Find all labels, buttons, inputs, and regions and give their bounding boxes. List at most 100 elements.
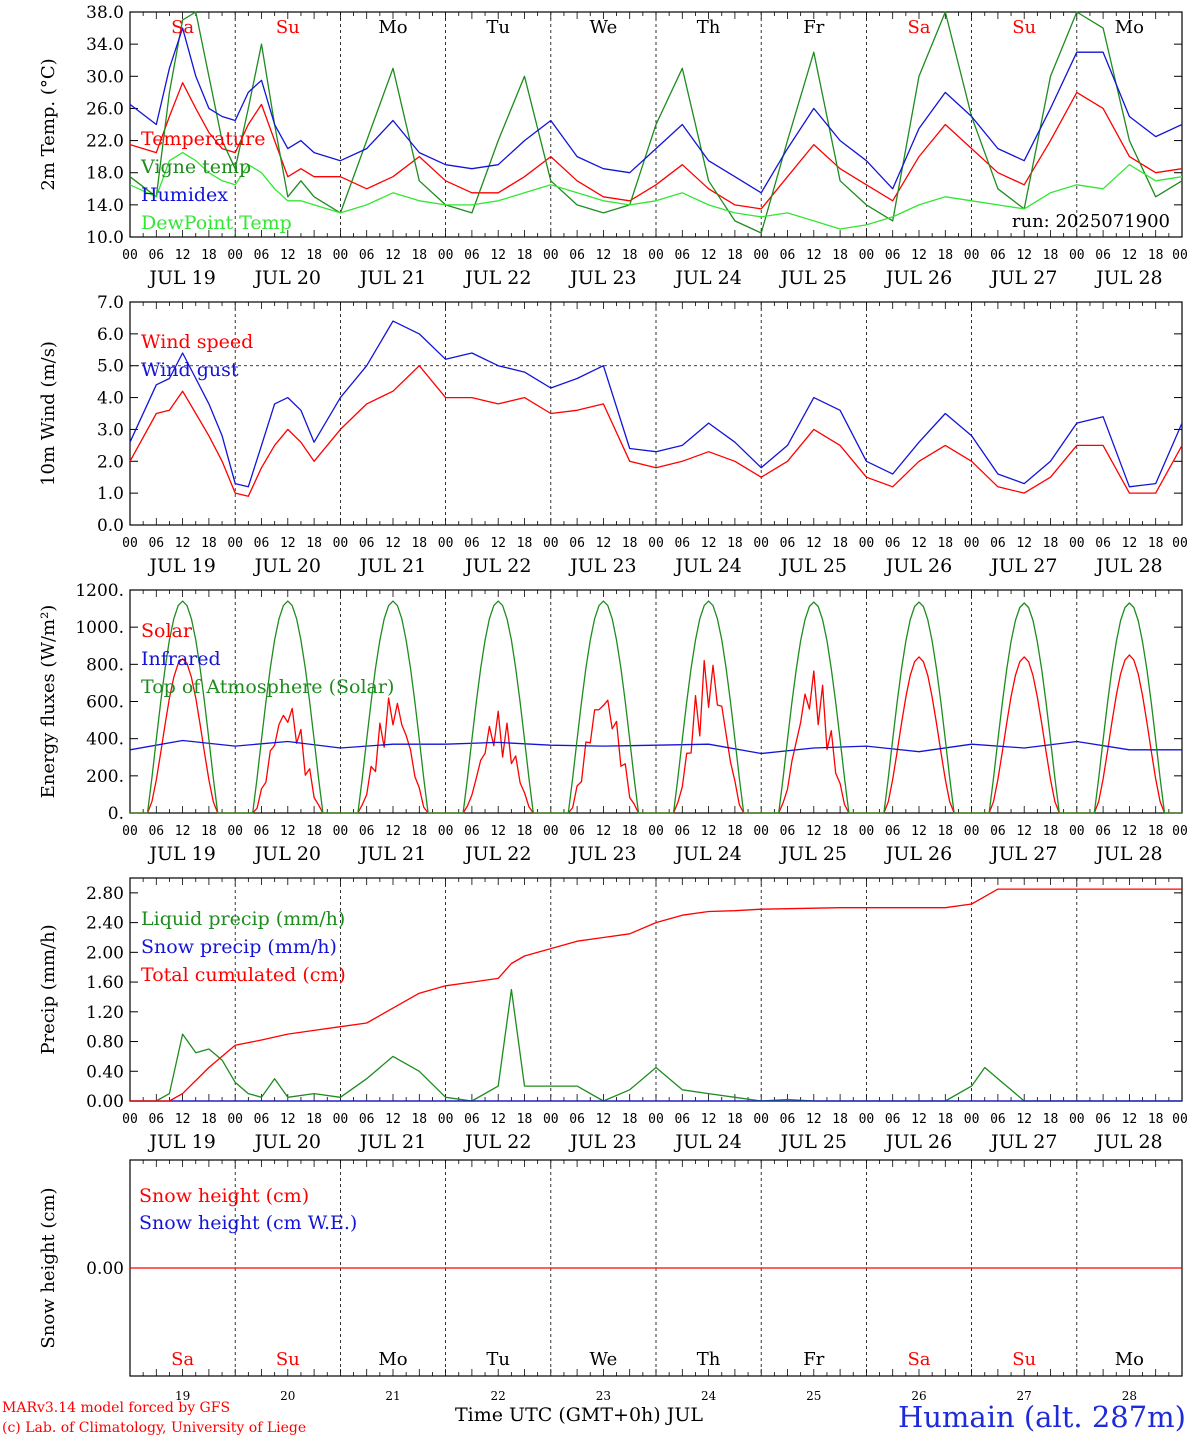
hour-tick-label: 00 <box>753 248 769 263</box>
day-abbr-label: Su <box>276 17 300 38</box>
hour-tick-label: 00 <box>1069 248 1085 263</box>
day-number-label: 24 <box>701 1389 717 1403</box>
hour-tick-label: 12 <box>490 536 506 551</box>
day-abbr-label: Fr <box>803 17 824 38</box>
day-abbr-label: Su <box>276 1349 300 1370</box>
hour-tick-label: 18 <box>832 536 848 551</box>
hour-tick-label: 00 <box>438 536 454 551</box>
date-label: JUL 20 <box>253 843 321 865</box>
y-tick-label: 14.0 <box>86 196 124 216</box>
date-label: JUL 26 <box>884 267 952 289</box>
y-axis-label: Precip (mm/h) <box>38 924 59 1054</box>
hour-tick-label: 06 <box>569 536 585 551</box>
hour-tick-label: 06 <box>780 248 796 263</box>
hour-tick-label: 18 <box>622 824 638 839</box>
hour-tick-label: 18 <box>832 824 848 839</box>
hour-tick-label: 00 <box>1069 1112 1085 1127</box>
x-axis-title: Time UTC (GMT+0h) JUL <box>455 1404 703 1426</box>
hour-tick-label: 12 <box>596 1112 612 1127</box>
date-label: JUL 22 <box>463 1131 531 1153</box>
y-tick-label: 18.0 <box>86 164 124 184</box>
hour-tick-label: 12 <box>1016 1112 1032 1127</box>
hour-tick-label: 06 <box>885 1112 901 1127</box>
day-number-label: 19 <box>175 1389 190 1403</box>
hour-tick-label: 00 <box>859 536 875 551</box>
day-number-label: 20 <box>280 1389 295 1403</box>
day-number-label: 23 <box>596 1389 611 1403</box>
hour-tick-label: 06 <box>148 536 164 551</box>
hour-tick-label: 00 <box>964 248 980 263</box>
hour-tick-label: 18 <box>517 824 533 839</box>
hour-tick-label: 12 <box>385 248 401 263</box>
hour-tick-label: 18 <box>1148 824 1164 839</box>
hour-tick-label: 06 <box>885 824 901 839</box>
date-label: JUL 20 <box>253 267 321 289</box>
date-label: JUL 25 <box>779 1131 847 1153</box>
hour-tick-label: 18 <box>1148 248 1164 263</box>
hour-tick-label: 18 <box>1043 1112 1059 1127</box>
hour-tick-label: 18 <box>1148 536 1164 551</box>
hour-tick-label: 06 <box>885 536 901 551</box>
hour-tick-label: 12 <box>175 1112 191 1127</box>
chart-panel-1: 10.0 14.0 18.0 22.0 26.0 30.0 34.0 38.0 2m Temp.… <box>38 3 1188 289</box>
hour-tick-label: 18 <box>306 248 322 263</box>
hour-tick-label: 06 <box>1095 1112 1111 1127</box>
hour-tick-label: 00 <box>543 536 559 551</box>
hour-tick-label: 12 <box>490 824 506 839</box>
legend-entry: DewPoint Temp <box>141 212 292 234</box>
day-abbr-label: Tu <box>486 17 510 38</box>
hour-tick-label: 18 <box>306 824 322 839</box>
date-label: JUL 23 <box>568 1131 636 1153</box>
day-abbr-label: Su <box>1012 17 1036 38</box>
hour-tick-label: 00 <box>1069 824 1085 839</box>
hour-tick-label: 06 <box>674 1112 690 1127</box>
legend-entry: Snow height (cm) <box>139 1185 309 1207</box>
hour-tick-label: 06 <box>254 824 270 839</box>
date-label: JUL 22 <box>463 843 531 865</box>
legend-entry: Snow height (cm W.E.) <box>139 1212 357 1234</box>
hour-tick-label: 06 <box>464 824 480 839</box>
hour-tick-label: 12 <box>806 248 822 263</box>
series-line-humidex <box>129 27 1183 194</box>
y-tick-label: 38.0 <box>86 3 124 23</box>
date-label: JUL 25 <box>779 555 847 577</box>
hour-tick-label: 12 <box>1016 536 1032 551</box>
hour-tick-label: 06 <box>990 824 1006 839</box>
hour-tick-label: 12 <box>175 536 191 551</box>
day-abbr-label: Mo <box>378 1349 407 1370</box>
hour-tick-label: 06 <box>1095 824 1111 839</box>
hour-tick-label: 00 <box>122 248 138 263</box>
hour-tick-label: 00 <box>122 824 138 839</box>
hour-tick-label: 18 <box>622 248 638 263</box>
date-label: JUL 26 <box>884 555 952 577</box>
day-abbr-label: Mo <box>378 17 407 38</box>
chart-panel-3: 0. 200. 400. 600. 800. 1000. 1200. Energy fluxe… <box>38 581 1188 865</box>
hour-tick-label: 00 <box>227 248 243 263</box>
hour-tick-label: 12 <box>1122 536 1138 551</box>
hour-tick-label: 06 <box>464 1112 480 1127</box>
hour-tick-label: 00 <box>753 824 769 839</box>
legend-entry: Solar <box>141 620 193 642</box>
y-axis-label: Energy fluxes (W/m²) <box>38 605 59 799</box>
day-abbr-label: Sa <box>171 17 194 38</box>
hour-tick-label: 18 <box>201 248 217 263</box>
station-name: Humain (alt. 287m) <box>897 1400 1186 1434</box>
y-tick-label: 600. <box>86 693 124 713</box>
date-label: JUL 23 <box>568 267 636 289</box>
hour-tick-label: 06 <box>1095 248 1111 263</box>
date-label: JUL 25 <box>779 267 847 289</box>
date-label: JUL 26 <box>884 1131 952 1153</box>
day-number-label: 25 <box>806 1389 821 1403</box>
date-label: JUL 24 <box>673 555 741 577</box>
lab-credit: (c) Lab. of Climatology, University of L… <box>2 1420 307 1436</box>
hour-tick-label: 06 <box>674 248 690 263</box>
y-tick-label: 1200. <box>75 581 124 601</box>
hour-tick-label: 06 <box>359 248 375 263</box>
date-label: JUL 24 <box>673 1131 741 1153</box>
y-axis-label: Snow height (cm) <box>38 1187 59 1348</box>
hour-tick-label: 12 <box>280 536 296 551</box>
hour-tick-label: 12 <box>1122 1112 1138 1127</box>
y-tick-label: 2.40 <box>86 914 124 934</box>
legend-entry: Liquid precip (mm/h) <box>141 908 345 930</box>
legend-entry: Snow precip (mm/h) <box>141 936 337 958</box>
